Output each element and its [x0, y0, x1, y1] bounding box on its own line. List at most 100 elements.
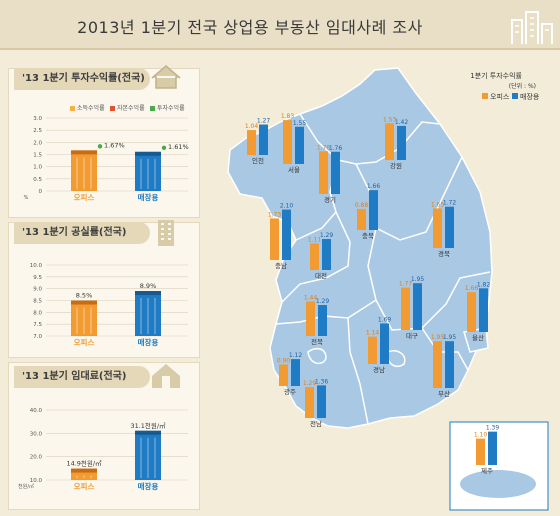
region-office-bar	[305, 387, 314, 418]
region-office-bar	[319, 151, 328, 194]
bar	[71, 468, 97, 480]
y-tick-label: 3.0	[33, 116, 42, 122]
office-building-icon	[158, 220, 174, 246]
region-office-bar	[467, 292, 476, 332]
legend-income: 소득수익률	[70, 103, 105, 112]
region-retail-value: 1.69	[378, 316, 392, 323]
region-office-bar	[247, 130, 256, 155]
korea-map-chart: 1분기 투자수익률 (단위 : %) 오피스 매장용 1.041.27 인천 1.8…	[227, 67, 549, 511]
region-office-bar	[270, 218, 279, 260]
y-tick-label: 20.0	[30, 455, 43, 461]
bar-cap	[135, 151, 161, 156]
region-retail-value: 1.27	[257, 118, 271, 125]
regional-bars: 1.041.27 인천 1.831.55 서울 1.781.76 경기 1.531.42 강원…	[245, 113, 500, 475]
region-office-bar	[306, 301, 315, 336]
y-tick-label: 1.0	[33, 165, 42, 171]
region-office-value: 1.14	[366, 330, 380, 337]
data-label: 1.67%	[104, 141, 125, 149]
category-label: 오피스	[74, 192, 95, 202]
region-retail-value: 1.82	[477, 281, 491, 288]
legend-office-label: 오피스	[490, 92, 510, 101]
y-tick-label: 10.0	[30, 478, 43, 484]
rent-title: '13 1분기 임대료(전국)	[14, 366, 150, 388]
region-name-label: 서울	[288, 165, 300, 174]
data-label: 8.9%	[140, 282, 157, 290]
legend-office-swatch	[482, 93, 488, 99]
region-retail-value: 1.36	[315, 378, 329, 385]
investment-dot	[161, 145, 167, 151]
investment-dot	[97, 144, 103, 149]
vacancy-chart: 10.0 9.5 9.0 8.5 8.0 7.5 7.0 8.5% 오피스 8.9% 매장용	[30, 263, 188, 347]
region-office-value: 1.29	[303, 380, 317, 387]
region-retail-bar	[445, 341, 454, 388]
region-retail-value: 1.55	[293, 120, 307, 127]
region-retail-bar	[295, 126, 304, 164]
region-name-label: 제주	[481, 467, 493, 475]
y-tick-label: 10.0	[30, 263, 43, 269]
region-office-bar	[433, 208, 442, 248]
region-retail-bar	[445, 206, 454, 248]
region-retail-value: 2.10	[280, 203, 294, 210]
house-icon	[152, 364, 180, 388]
bar-cap	[71, 150, 97, 155]
region-office-bar	[433, 341, 442, 388]
house-hand-icon	[151, 65, 181, 89]
data-label: 14.9천원/㎡	[66, 459, 102, 468]
legend-retail-swatch	[512, 93, 518, 99]
y-tick-label: 9.0	[33, 287, 42, 293]
region-name-label: 경기	[324, 195, 336, 204]
map-legend-title: 1분기 투자수익률	[470, 71, 522, 80]
region-office-bar	[476, 438, 485, 465]
data-label: 1.61%	[168, 143, 189, 151]
category-label: 매장용	[138, 192, 159, 202]
region-office-value: 1.44	[304, 294, 318, 301]
investment-return-chart: 3.0 2.5 2.0 1.5 1.0 0.5 0% 1.67% 오피스 1.61% 매장용	[24, 116, 189, 202]
region-office-value: 1.04	[245, 123, 259, 130]
y-tick-label: 7.5	[33, 322, 42, 328]
y-unit-label: %	[24, 195, 29, 201]
region-office-bar	[357, 208, 366, 230]
region-retail-bar	[317, 385, 326, 418]
region-office-value: 1.78	[317, 144, 331, 151]
region-name-label: 인천	[252, 156, 264, 165]
region-office-bar	[401, 287, 410, 330]
y-tick-label: 2.0	[33, 140, 42, 146]
region-name-label: 울산	[472, 333, 484, 342]
legend-investment: 투자수익률	[150, 103, 185, 112]
bar-cap	[71, 300, 97, 305]
region-retail-bar	[380, 323, 389, 364]
region-name-label: 광주	[284, 388, 296, 396]
region-retail-bar	[479, 288, 488, 332]
region-office-value: 1.65	[431, 201, 445, 208]
y-tick-label: 1.5	[33, 153, 42, 159]
region-office-value: 1.11	[308, 236, 322, 243]
region-office-value: 1.73	[268, 211, 282, 218]
region-name-label: 대구	[406, 332, 418, 340]
region-name-label: 전남	[310, 419, 322, 428]
region-retail-bar	[282, 209, 291, 260]
y-tick-label: 40.0	[30, 408, 43, 414]
region-retail-value: 1.29	[316, 298, 330, 305]
y-unit-label: 천원/㎡	[18, 483, 34, 490]
region-office-bar	[279, 364, 288, 386]
building-icon	[511, 11, 553, 44]
region-name-label: 전북	[311, 337, 323, 346]
region-office-bar	[283, 120, 292, 164]
region-name-label: 경북	[438, 249, 450, 258]
region-retail-value: 1.29	[320, 232, 334, 239]
region-retail-bar	[259, 124, 268, 155]
category-label: 매장용	[138, 481, 159, 491]
region-retail-value: 1.66	[367, 183, 381, 190]
region-retail-bar	[322, 239, 331, 270]
region-retail-bar	[318, 305, 327, 336]
region-office-value: 1.83	[281, 113, 295, 120]
region-retail-bar	[488, 431, 497, 465]
y-tick-label: 30.0	[30, 431, 43, 437]
rent-chart: 40.0 30.0 20.0 10.0천원/㎡ 14.9천원/㎡ 오피스 31.1천원/㎡ 매…	[18, 408, 188, 491]
category-label: 오피스	[74, 337, 95, 347]
region-retail-bar	[369, 190, 378, 230]
title-banner: 2013년 1분기 전국 상업용 부동산 임대사례 조사	[0, 0, 560, 50]
investment-return-title: '13 1분기 투자수익률(전국)	[14, 68, 150, 90]
data-label: 8.5%	[76, 292, 93, 300]
bar-cap	[135, 430, 161, 435]
